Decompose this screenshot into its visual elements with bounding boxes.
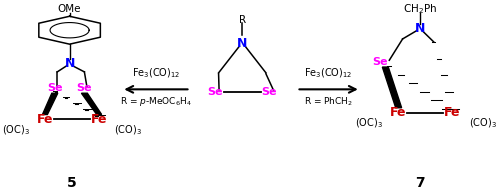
Text: (OC)$_3$: (OC)$_3$ (2, 123, 30, 137)
Text: R = PhCH$_2$: R = PhCH$_2$ (304, 96, 353, 108)
Text: N: N (64, 57, 75, 70)
Text: CH$_2$Ph: CH$_2$Ph (403, 2, 437, 16)
Text: (OC)$_3$: (OC)$_3$ (355, 116, 383, 130)
Text: OMe: OMe (58, 4, 82, 14)
Text: Se: Se (372, 57, 388, 67)
Polygon shape (42, 93, 58, 114)
Text: Fe$_3$(CO)$_{12}$: Fe$_3$(CO)$_{12}$ (304, 66, 353, 80)
Text: Fe: Fe (390, 106, 406, 119)
Text: Se: Se (47, 83, 62, 93)
Text: 5: 5 (67, 176, 77, 190)
Text: Se: Se (262, 87, 277, 97)
Polygon shape (382, 67, 402, 108)
Text: Fe: Fe (91, 113, 108, 126)
Text: Fe: Fe (444, 106, 460, 119)
Text: R = $p$-MeOC$_6$H$_4$: R = $p$-MeOC$_6$H$_4$ (120, 95, 192, 108)
Polygon shape (82, 93, 102, 114)
Text: N: N (237, 37, 248, 50)
Text: N: N (414, 22, 425, 35)
Text: 7: 7 (415, 176, 424, 190)
Text: R: R (238, 15, 246, 25)
Text: Fe$_3$(CO)$_{12}$: Fe$_3$(CO)$_{12}$ (132, 66, 180, 80)
Text: (CO)$_3$: (CO)$_3$ (468, 116, 496, 130)
Text: (CO)$_3$: (CO)$_3$ (114, 123, 142, 137)
Text: Se: Se (76, 83, 92, 93)
Text: Se: Se (208, 87, 223, 97)
Text: Fe: Fe (36, 113, 53, 126)
